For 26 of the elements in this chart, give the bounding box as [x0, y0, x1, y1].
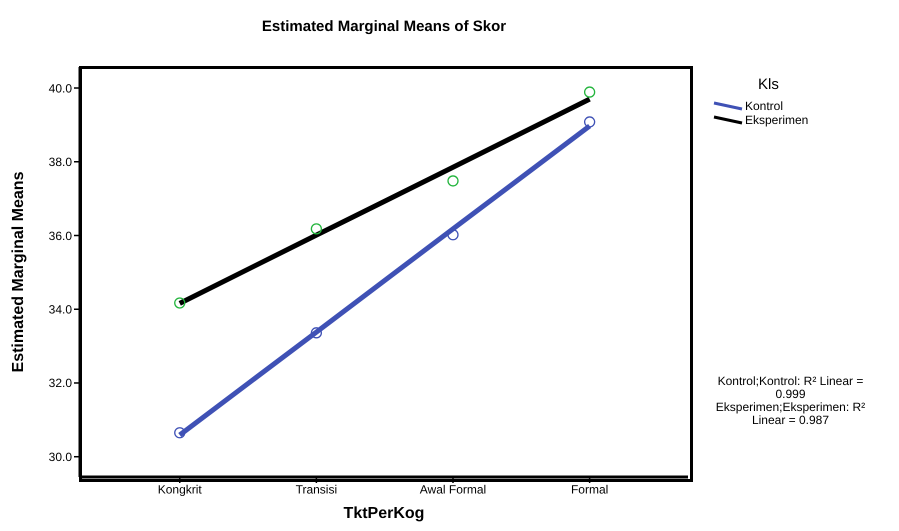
- point: [310, 223, 322, 235]
- x-axis-title: TktPerKog: [342, 505, 426, 523]
- y-tick-label: 38.0: [48, 155, 72, 170]
- point: [584, 116, 596, 128]
- y-tick-label: 30.0: [48, 450, 72, 464]
- point: [447, 175, 459, 187]
- point: [584, 86, 596, 98]
- point: [174, 427, 186, 438]
- legend-title: Kls: [758, 76, 780, 93]
- x-tick-label: Kongkrit: [158, 482, 202, 497]
- y-tick-label: 34.0: [48, 302, 72, 316]
- text: Kontrol;Kontrol: R² Linear = 0.999: [716, 374, 864, 401]
- x-tick-label: Transisi: [296, 482, 338, 497]
- y-tick-label: 40.0: [48, 81, 72, 96]
- point: [174, 297, 186, 309]
- chart-title: Estimated Marginal Means of Skor: [260, 18, 508, 35]
- legend-label: Kontrol: [745, 99, 784, 113]
- x-tick-label: Formal: [570, 482, 608, 497]
- y-axis-title: Estimated Marginal Means: [10, 172, 28, 372]
- y-tick-label: 32.0: [48, 376, 72, 390]
- x-tick-label: Awal Formal: [420, 482, 486, 497]
- point: [310, 327, 322, 338]
- text: Eksperimen;Eksperimen: R² Linear = 0.987: [714, 400, 866, 427]
- point: [447, 229, 459, 240]
- y-tick-label: 36.0: [48, 228, 72, 243]
- legend-label: Eksperimen: [745, 113, 808, 127]
